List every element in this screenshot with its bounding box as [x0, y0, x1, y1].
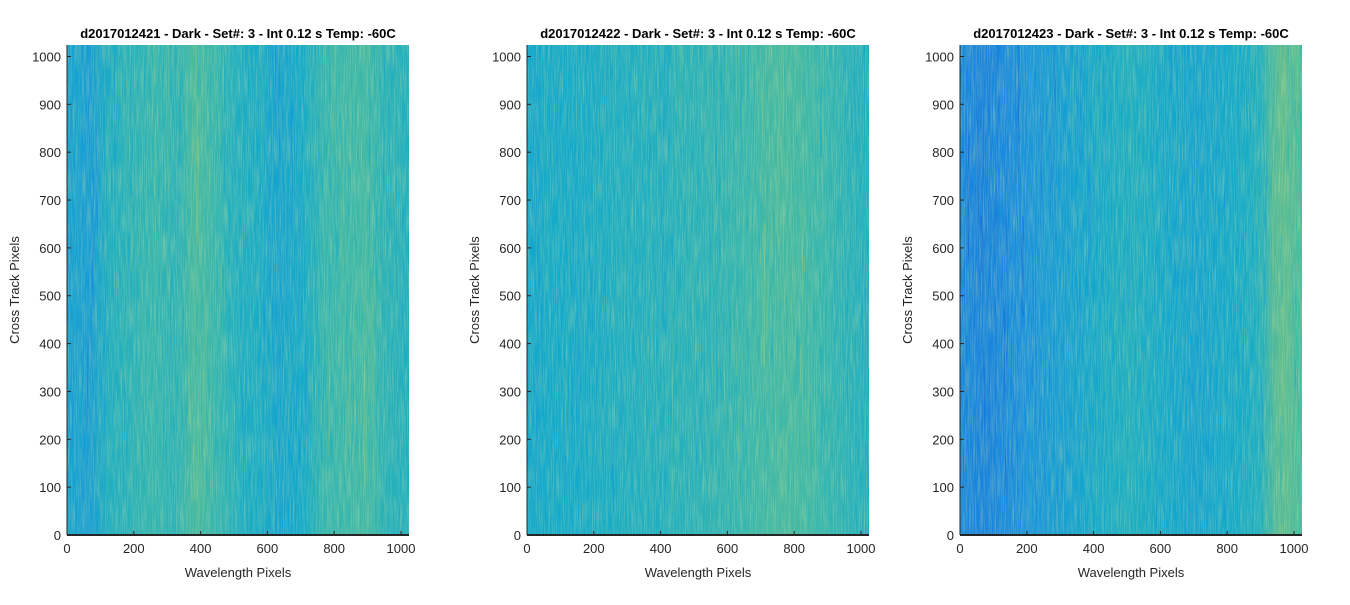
heatmap-texture	[67, 45, 409, 535]
y-tick-label: 400	[39, 337, 61, 352]
y-tick-label: 300	[39, 384, 61, 399]
x-tick-label: 800	[1216, 541, 1238, 556]
y-tick-label: 600	[932, 241, 954, 256]
y-tick-label: 600	[39, 241, 61, 256]
y-tick-label: 0	[514, 528, 521, 543]
y-tick-label: 100	[932, 480, 954, 495]
y-tick-label: 1000	[925, 49, 954, 64]
x-tick-label: 200	[583, 541, 605, 556]
y-tick-label: 700	[932, 193, 954, 208]
heatmap-texture	[527, 45, 869, 535]
y-tick-label: 200	[39, 432, 61, 447]
x-tick-label: 1000	[1280, 541, 1309, 556]
chart-panel-2: 0 200 400 600 800 1000 0 100 200 300 400 500 600 700 8…	[467, 26, 875, 580]
heatmap-streak	[868, 103, 869, 141]
y-tick-label: 900	[499, 97, 521, 112]
x-tick-label: 0	[63, 541, 70, 556]
y-tick-label: 200	[499, 432, 521, 447]
y-axis-label: Cross Track Pixels	[467, 236, 482, 344]
x-tick-label: 400	[650, 541, 672, 556]
x-tick-label: 1000	[387, 541, 416, 556]
chart-panel-3: 0 200 400 600 800 1000 0 100 200 300 400 500 600 700 8…	[900, 26, 1308, 580]
x-tick-label: 600	[257, 541, 279, 556]
x-axis-label: Wavelength Pixels	[1078, 565, 1185, 580]
y-tick-label: 300	[499, 384, 521, 399]
x-tick-label: 1000	[847, 541, 876, 556]
x-tick-label: 0	[523, 541, 530, 556]
x-axis-label: Wavelength Pixels	[185, 565, 292, 580]
y-tick-label: 100	[499, 480, 521, 495]
y-tick-label: 100	[39, 480, 61, 495]
y-tick-label: 800	[932, 145, 954, 160]
x-tick-label: 800	[323, 541, 345, 556]
y-tick-label: 1000	[32, 49, 61, 64]
y-tick-label: 800	[499, 145, 521, 160]
y-tick-label: 600	[499, 241, 521, 256]
chart-title: d2017012422 - Dark - Set#: 3 - Int 0.12 …	[540, 26, 856, 41]
x-tick-label: 0	[956, 541, 963, 556]
y-axis-label: Cross Track Pixels	[7, 236, 22, 344]
y-axis-label: Cross Track Pixels	[900, 236, 915, 344]
y-tick-label: 0	[947, 528, 954, 543]
x-tick-label: 800	[783, 541, 805, 556]
heatmap-streak	[408, 45, 409, 151]
y-tick-label: 400	[499, 337, 521, 352]
y-tick-label: 700	[499, 193, 521, 208]
y-tick-label: 400	[932, 337, 954, 352]
y-tick-label: 500	[499, 289, 521, 304]
x-tick-label: 200	[123, 541, 145, 556]
heatmap-texture	[960, 45, 1302, 535]
x-tick-label: 200	[1016, 541, 1038, 556]
y-tick-label: 900	[932, 97, 954, 112]
y-tick-label: 800	[39, 145, 61, 160]
x-tick-label: 400	[1083, 541, 1105, 556]
y-tick-label: 1000	[492, 49, 521, 64]
chart-title: d2017012421 - Dark - Set#: 3 - Int 0.12 …	[80, 26, 396, 41]
x-axis-label: Wavelength Pixels	[645, 565, 752, 580]
x-tick-label: 600	[717, 541, 739, 556]
y-tick-label: 500	[39, 289, 61, 304]
chart-title: d2017012423 - Dark - Set#: 3 - Int 0.12 …	[973, 26, 1289, 41]
y-tick-label: 900	[39, 97, 61, 112]
y-tick-label: 500	[932, 289, 954, 304]
x-tick-label: 400	[190, 541, 212, 556]
y-tick-label: 300	[932, 384, 954, 399]
chart-panel-1: 0 200 400 600 800 1000 0 100 200 300 400 500 600 700 8…	[7, 26, 415, 580]
y-tick-label: 0	[54, 528, 61, 543]
y-tick-label: 200	[932, 432, 954, 447]
x-tick-label: 600	[1150, 541, 1172, 556]
y-tick-label: 700	[39, 193, 61, 208]
